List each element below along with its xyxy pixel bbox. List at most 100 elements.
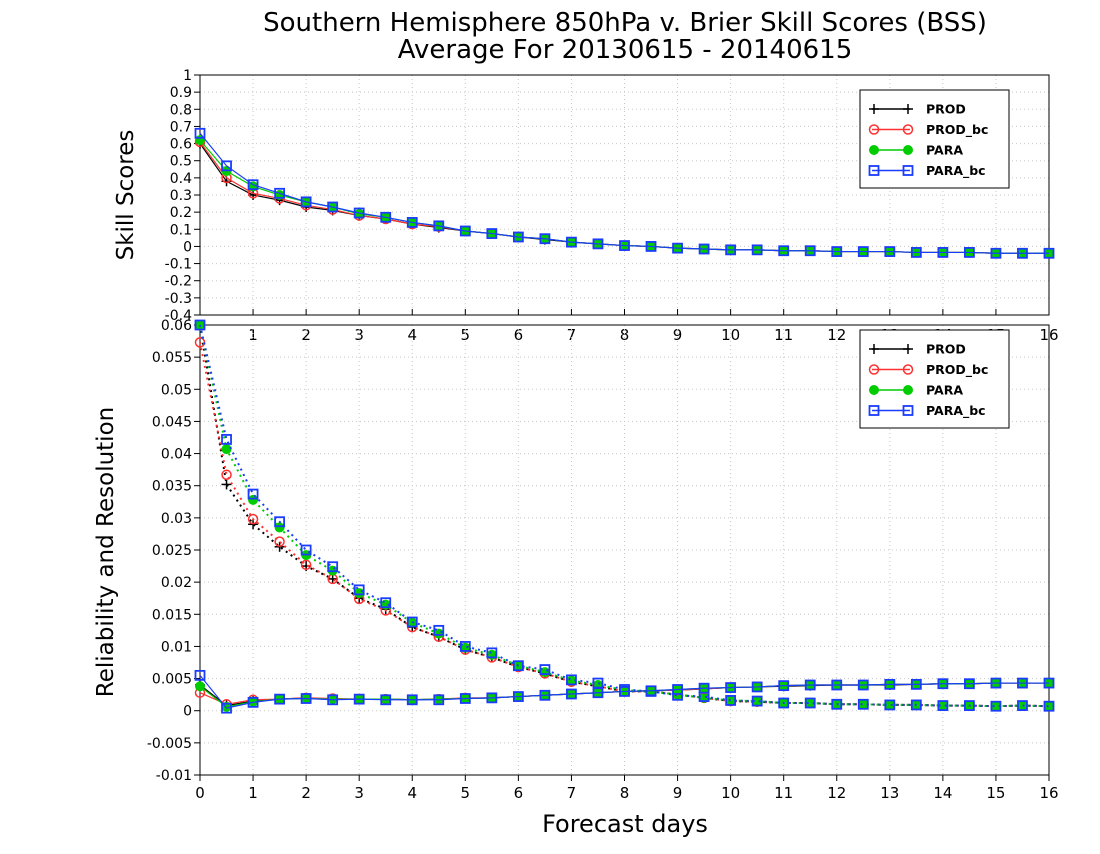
- chart-title-line1: Southern Hemisphere 850hPa v. Brier Skil…: [263, 8, 987, 38]
- bottom-resolution-para-bc-point-28: [937, 700, 949, 711]
- bottom-y-tick-label-7: 0.025: [152, 543, 192, 559]
- top-x-tick-label-5: 5: [461, 326, 471, 344]
- bottom-reliability-para-bc-point-13: [539, 689, 551, 701]
- top-y-tick-label-11: 0.7: [170, 119, 192, 135]
- bottom-reliability-para-bc-point-31: [1017, 677, 1028, 689]
- top-legend-marker-b-2: [903, 145, 913, 155]
- top-para-bc-point-32: [1043, 247, 1055, 259]
- bottom-legend-box: [859, 329, 1010, 429]
- top-legend-marker-a-3: [868, 165, 880, 176]
- top-para-bc-point-6: [353, 207, 365, 219]
- bottom-legend-marker-b-2: [903, 385, 913, 395]
- top-para-bc-point-23: [804, 245, 816, 257]
- bottom-reliability-para-point-0: [195, 681, 205, 692]
- bottom-resolution-para-bc-point-24: [831, 698, 843, 710]
- bottom-reliability-para-bc-point-26: [884, 678, 896, 690]
- bottom-resolution-para-bc-point-31: [1017, 700, 1028, 711]
- top-para-bc-point-8: [406, 217, 418, 228]
- bottom-resolution-para-point-2: [248, 494, 259, 505]
- top-x-tick-label-4: 4: [407, 326, 417, 344]
- bottom-reliability-para-bc-point-2: [247, 696, 259, 708]
- bottom-reliability-para-bc-point-0: [194, 669, 206, 681]
- bottom-y-tick-label-14: 0.06: [161, 318, 192, 334]
- top-para-bc-point-30: [990, 247, 1002, 259]
- bottom-resolution-prod-bc-point-1: [221, 469, 232, 481]
- top-legend-label-0: PROD: [926, 102, 966, 117]
- top-legend-marker-b-1: [902, 124, 914, 135]
- bottom-reliability-para-bc-point-14: [566, 688, 577, 700]
- top-y-axis-label: Skill Scores: [113, 130, 139, 261]
- top-x-tick-label-8: 8: [620, 326, 630, 344]
- bottom-x-tick-label-4: 4: [407, 784, 417, 802]
- top-para-bc-point-12: [512, 231, 524, 243]
- bottom-resolution-para-bc-point-3: [274, 516, 285, 528]
- bottom-reliability-para-bc-point-19: [698, 682, 710, 694]
- bottom-legend-label-2: PARA: [926, 383, 963, 398]
- bottom-y-tick-label-12: 0.05: [161, 382, 192, 398]
- bottom-resolution-prod-bc-point-2: [247, 513, 259, 525]
- bottom-x-tick-label-6: 6: [514, 784, 524, 802]
- top-para-bc-point-29: [964, 247, 975, 258]
- bottom-x-tick-label-2: 2: [301, 784, 311, 802]
- top-para-bc-point-26: [884, 246, 896, 257]
- bottom-reliability-para-bc-point-9: [433, 694, 445, 706]
- bottom-resolution-para-bc-point-23: [804, 697, 816, 709]
- top-para-bc-point-25: [857, 246, 869, 257]
- top-para-bc-point-19: [698, 243, 710, 255]
- bottom-legend-marker-a-3: [868, 405, 880, 416]
- bottom-resolution-prod-point-5: [327, 573, 338, 584]
- bottom-resolution-para-bc-point-13: [539, 664, 551, 675]
- top-para-bc-point-10: [459, 225, 471, 237]
- bottom-resolution-para-point-1: [221, 444, 232, 455]
- bottom-reliability-para-bc-point-20: [725, 682, 737, 693]
- bottom-resolution-para-bc-point-25: [857, 698, 869, 710]
- bottom-reliability-para-bc-point-29: [964, 678, 975, 690]
- bottom-resolution-para-bc-point-11: [486, 647, 498, 659]
- bottom-reliability-para-bc-point-21: [751, 681, 763, 693]
- bottom-reliability-para-bc-point-28: [937, 678, 949, 690]
- bottom-resolution-para-bc-point-30: [990, 700, 1002, 712]
- top-y-tick-label-7: 0.3: [170, 188, 192, 204]
- top-y-tick-label-9: 0.5: [170, 154, 192, 170]
- bottom-x-tick-label-7: 7: [567, 784, 577, 802]
- top-legend-label-2: PARA: [926, 143, 963, 158]
- bottom-resolution-para-bc-point-10: [459, 641, 471, 652]
- bottom-x-tick-label-3: 3: [354, 784, 364, 802]
- bottom-resolution-prod-bc-point-0: [194, 337, 206, 348]
- bottom-y-tick-label-9: 0.035: [152, 479, 192, 495]
- bottom-legend-label-1: PROD_bc: [926, 362, 988, 378]
- top-para-bc-point-31: [1017, 247, 1028, 259]
- bottom-resolution-para-bc-point-9: [433, 624, 445, 636]
- top-para-bc-point-17: [645, 241, 657, 252]
- bottom-resolution-para-bc-point-21: [751, 695, 763, 707]
- top-x-tick-label-1: 1: [248, 326, 258, 344]
- bottom-x-tick-label-1: 1: [248, 784, 258, 802]
- top-y-tick-label-2: -0.2: [165, 274, 192, 290]
- bottom-reliability-para-bc-point-12: [512, 691, 524, 702]
- top-y-tick-label-13: 0.9: [170, 85, 192, 101]
- bottom-reliability-para-bc-point-4: [300, 693, 312, 704]
- top-para-bc-point-3: [274, 187, 285, 199]
- bottom-legend-marker-b-3: [902, 405, 914, 416]
- top-x-tick-label-12: 12: [827, 326, 846, 344]
- bottom-y-tick-label-2: 0: [183, 704, 192, 720]
- x-axis-label: Forecast days: [542, 810, 708, 838]
- top-legend-box: [859, 89, 1010, 189]
- bottom-x-tick-label-12: 12: [827, 784, 846, 802]
- bottom-y-tick-label-4: 0.01: [161, 639, 192, 655]
- bottom-resolution-para-bc-point-26: [884, 699, 896, 711]
- top-legend-marker-a-2: [869, 145, 879, 155]
- top-para-bc-point-2: [247, 179, 259, 191]
- top-y-tick-label-3: -0.1: [165, 257, 192, 273]
- bottom-reliability-para-bc-point-8: [406, 694, 418, 706]
- top-para-bc-point-24: [831, 246, 843, 257]
- bottom-reliability-para-bc-point-17: [645, 685, 657, 697]
- top-x-tick-label-3: 3: [354, 326, 364, 344]
- top-legend-label-3: PARA_bc: [926, 163, 986, 179]
- top-para-bc-point-15: [592, 238, 604, 250]
- bottom-y-tick-label-1: -0.005: [147, 736, 192, 752]
- top-para-bc-point-0: [194, 127, 206, 139]
- bottom-resolution-para-bc-point-2: [247, 488, 259, 500]
